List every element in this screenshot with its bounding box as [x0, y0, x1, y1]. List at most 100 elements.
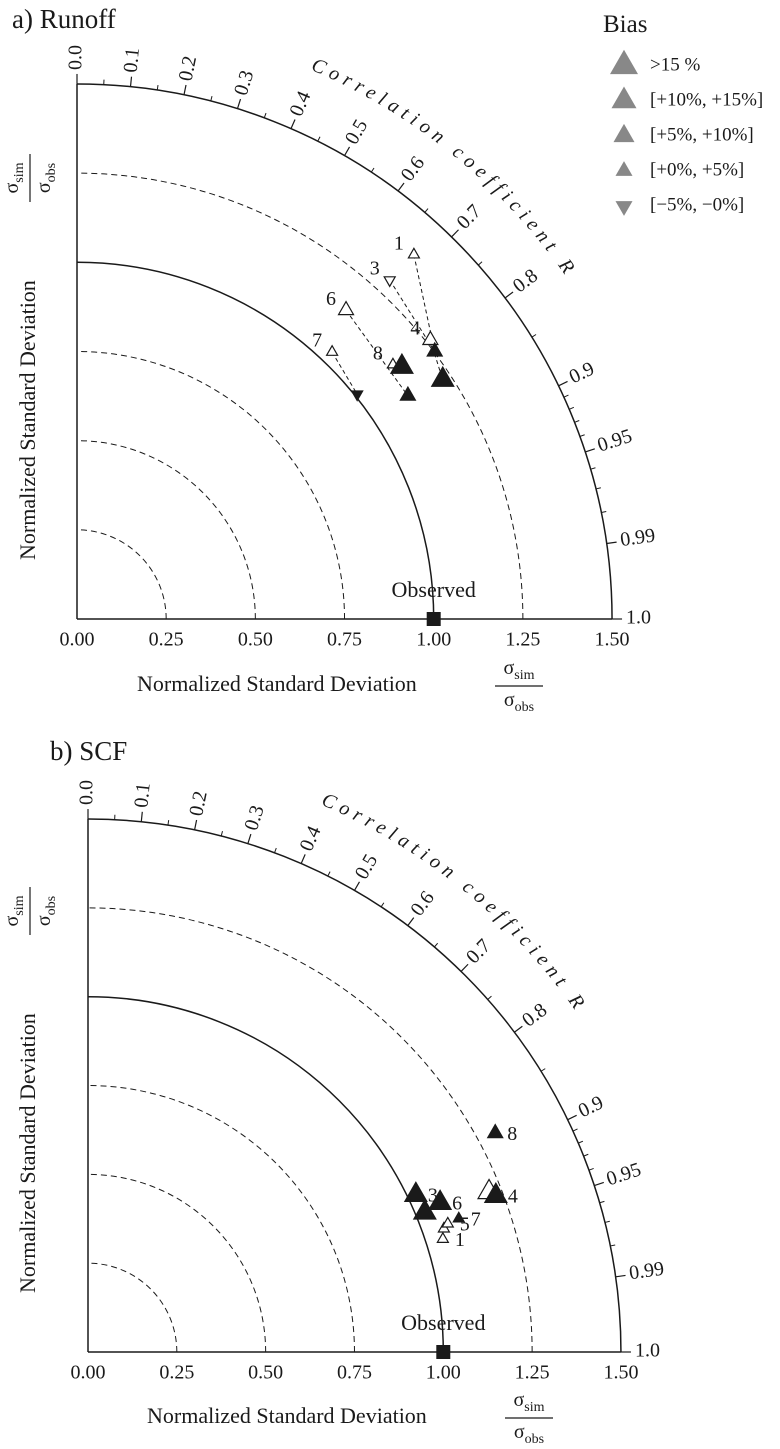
symbol: σ [504, 689, 515, 711]
legend-marker [613, 123, 635, 143]
point-label: 3 [428, 1185, 438, 1207]
corr-tick [290, 119, 296, 129]
point-label: 8 [507, 1123, 517, 1145]
std-arc [76, 440, 256, 620]
corr-tick-label: 0.0 [65, 45, 87, 70]
corr-minor-tick [380, 902, 385, 908]
point-label: 7 [471, 1208, 481, 1230]
chart-title: a) Runoff [12, 4, 116, 34]
fraction-num: σsim [513, 1389, 544, 1415]
axis-label: Normalized Standard Deviation [137, 671, 417, 696]
subscript: sim [524, 1400, 544, 1415]
corr-minor-tick [599, 1200, 605, 1204]
data-point [350, 390, 364, 402]
corr-minor-tick [317, 136, 321, 142]
std-arc [87, 1173, 267, 1353]
corr-tick-label: 0.99 [619, 524, 657, 551]
axis-label: Normalized Standard Deviation [147, 1403, 427, 1428]
point-label: 4 [508, 1186, 518, 1208]
point-label: 7 [312, 330, 322, 352]
corr-tick [606, 541, 617, 545]
fraction-den: σobs [33, 163, 59, 193]
corr-minor-tick [424, 208, 429, 213]
corr-tick [407, 917, 415, 927]
corr-label-text: Correlation coefficient R [308, 54, 576, 282]
data-point [483, 1182, 508, 1203]
x-tick-label: 0.50 [238, 629, 273, 651]
corr-tick-label: 0.7 [452, 200, 485, 233]
corr-tick [615, 1274, 626, 1278]
observed-point [436, 1345, 451, 1359]
data-point [426, 341, 444, 357]
corr-tick-label: 0.99 [628, 1258, 666, 1285]
corr-minor-tick [156, 84, 159, 91]
corr-minor-tick [370, 167, 375, 173]
corr-minor-tick [583, 1153, 589, 1157]
corr-minor-tick [263, 112, 267, 118]
legend-title: Bias [603, 11, 647, 38]
x-tick-label: 1.50 [595, 629, 630, 651]
data-point [407, 247, 421, 259]
legend-label: [−5%, −0%] [650, 194, 744, 215]
std-arc [76, 529, 167, 620]
corr-tick-label: 0.8 [509, 265, 542, 298]
link [345, 309, 409, 397]
x-tick-label: 0.25 [149, 629, 184, 651]
corr-minor-tick [604, 1220, 610, 1223]
corr-tick-label: 0.3 [230, 68, 258, 98]
corr-minor-tick [574, 420, 580, 423]
symbol: σ [513, 1389, 524, 1411]
point-label: 1 [394, 232, 404, 254]
fraction-num: σsim [503, 657, 534, 683]
corr-tick [594, 1181, 604, 1187]
corr-tick-label: 0.95 [604, 1159, 644, 1191]
corr-minor-tick [590, 467, 596, 470]
legend-marker [615, 201, 633, 216]
std-arc [76, 83, 613, 620]
point-label: 6 [326, 288, 336, 310]
corr-tick-label: 0.5 [341, 116, 373, 149]
std-arc [76, 172, 524, 620]
fraction-den: σobs [504, 689, 534, 715]
std-arc [76, 350, 346, 620]
corr-label: Correlation coefficient R [308, 54, 582, 282]
data-point [403, 1181, 428, 1203]
subscript: obs [44, 896, 59, 915]
corr-minor-tick [220, 831, 223, 837]
corr-tick [129, 76, 133, 87]
corr-tick-label: 0.2 [185, 789, 212, 818]
legend-marker [611, 86, 637, 109]
legend-label: >15 % [650, 54, 700, 75]
data-point [428, 1189, 453, 1211]
corr-tick-label: 0.1 [120, 47, 144, 74]
legend-label: [+10%, +15%] [650, 89, 763, 110]
observed-point [426, 612, 441, 626]
symbol: σ [33, 182, 55, 193]
corr-tick-label: 0.4 [285, 88, 315, 120]
fraction-num: σsim [1, 895, 27, 926]
corr-tick [460, 963, 469, 972]
symbol: σ [503, 657, 514, 679]
corr-minor-tick [572, 1128, 578, 1132]
corr-minor-tick [167, 820, 170, 826]
corr-tick-label: 1.0 [626, 607, 651, 629]
subscript: obs [44, 163, 59, 182]
corr-tick-label: 0.5 [351, 850, 383, 883]
observed-label: Observed [401, 1310, 485, 1335]
corr-tick [585, 448, 595, 453]
corr-tick [353, 881, 360, 891]
data-point [325, 344, 339, 356]
corr-tick-label: 0.9 [575, 1092, 607, 1123]
corr-tick-label: 0.1 [130, 782, 154, 809]
symbol: σ [33, 915, 55, 926]
x-tick-label: 1.00 [426, 1362, 461, 1384]
corr-label-text: Correlation coefficient R [318, 789, 586, 1018]
subscript: sim [12, 162, 27, 182]
corr-minor-tick [588, 1167, 594, 1171]
x-tick-label: 1.50 [603, 1362, 638, 1384]
data-point [389, 352, 414, 374]
corr-tick [344, 146, 351, 156]
point-label: 5 [460, 1213, 470, 1235]
